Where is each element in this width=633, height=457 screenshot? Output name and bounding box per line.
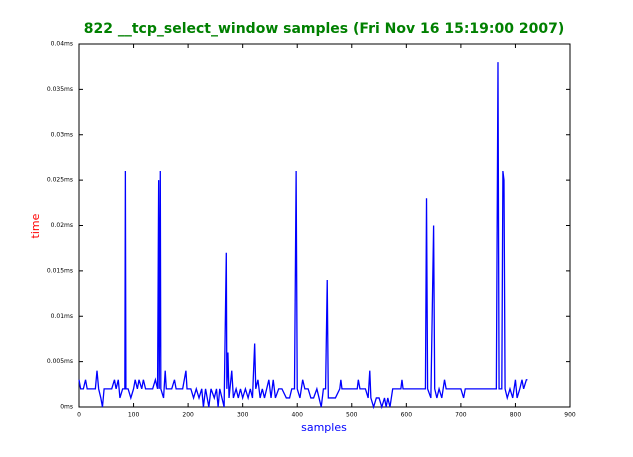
x-tick-label: 300 bbox=[237, 412, 249, 419]
x-axis-label: samples bbox=[301, 421, 347, 434]
x-tick-label: 800 bbox=[510, 412, 522, 419]
y-tick-label: 0ms bbox=[60, 404, 73, 411]
y-tick-label: 0.01ms bbox=[51, 313, 73, 320]
x-tick-label: 900 bbox=[564, 412, 576, 419]
y-tick-label: 0.03ms bbox=[51, 131, 73, 138]
y-tick-label: 0.015ms bbox=[47, 267, 73, 274]
data-line bbox=[78, 62, 528, 410]
x-tick-label: 600 bbox=[401, 412, 413, 419]
y-tick-label: 0.04ms bbox=[51, 41, 73, 48]
x-tick-label: 0 bbox=[77, 412, 81, 419]
x-tick-label: 100 bbox=[128, 412, 140, 419]
y-tick-label: 0.035ms bbox=[47, 86, 73, 93]
x-tick-label: 200 bbox=[182, 412, 194, 419]
y-tick-label: 0.02ms bbox=[51, 222, 73, 229]
chart-title: 822 __tcp_select_window samples (Fri Nov… bbox=[84, 21, 564, 37]
y-tick-label: 0.005ms bbox=[47, 358, 73, 365]
y-axis-label: time bbox=[29, 213, 42, 238]
x-tick-label: 500 bbox=[346, 412, 358, 419]
x-tick-label: 700 bbox=[455, 412, 467, 419]
y-tick-label: 0.025ms bbox=[47, 177, 73, 184]
x-tick-label: 400 bbox=[291, 412, 303, 419]
